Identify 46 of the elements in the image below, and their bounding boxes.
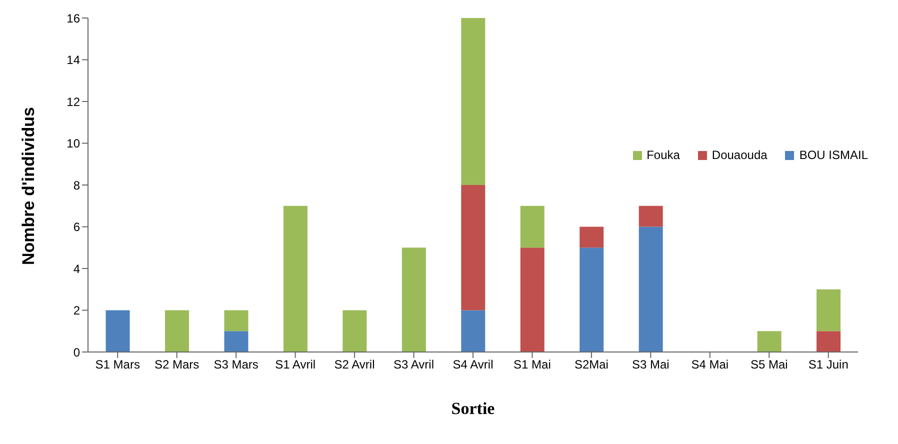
bar [461,185,486,310]
y-tick-label: 4 [73,262,80,276]
bar [283,206,308,352]
bar [165,310,189,352]
y-tick-label: 16 [66,11,80,26]
y-axis-title: Nombre d'individus [19,107,38,265]
legend-label: Fouka [646,148,680,162]
x-tick-label: S3 Avril [394,358,434,372]
bar [461,310,486,352]
y-tick-label: 2 [73,304,80,318]
bar [342,310,367,352]
bar [638,226,663,352]
x-tick-label: S2Mai [574,358,608,372]
x-tick-label: S2 Mars [154,358,200,372]
bar [816,289,841,332]
x-tick-label: S1 Mars [95,358,140,372]
y-tick-label: 12 [66,94,80,109]
y-tick-label: 10 [66,136,80,151]
x-tick-label: S1 Mai [514,358,551,372]
bar [580,226,604,248]
bar [106,310,130,352]
x-tick-label: S1 Avril [275,358,316,372]
x-tick-label: S4 Mai [691,358,729,372]
bar [402,248,426,352]
y-tick-label: 6 [73,220,80,234]
bar [757,331,782,352]
bar [520,206,544,248]
bar [580,248,604,352]
y-tick-label: 0 [73,345,80,360]
x-tick-label: S3 Mars [214,358,258,372]
bar [520,248,544,352]
x-axis-title: Sortie [451,399,496,418]
bar [638,206,663,227]
legend-label: BOU ISMAIL [799,148,868,162]
bar [461,18,486,185]
bar [224,331,248,352]
y-tick-label: 14 [66,53,80,68]
x-tick-label: S5 Mai [750,358,788,372]
bar [816,331,841,352]
x-tick-label: S2 Avril [334,358,375,372]
y-tick-label: 8 [73,178,80,192]
bar [224,310,248,332]
x-tick-label: S1 Juin [808,358,848,372]
x-tick-label: S4 Avril [452,358,494,372]
legend-label: Douaouda [712,148,768,162]
x-tick-label: S3 Mai [632,358,670,372]
